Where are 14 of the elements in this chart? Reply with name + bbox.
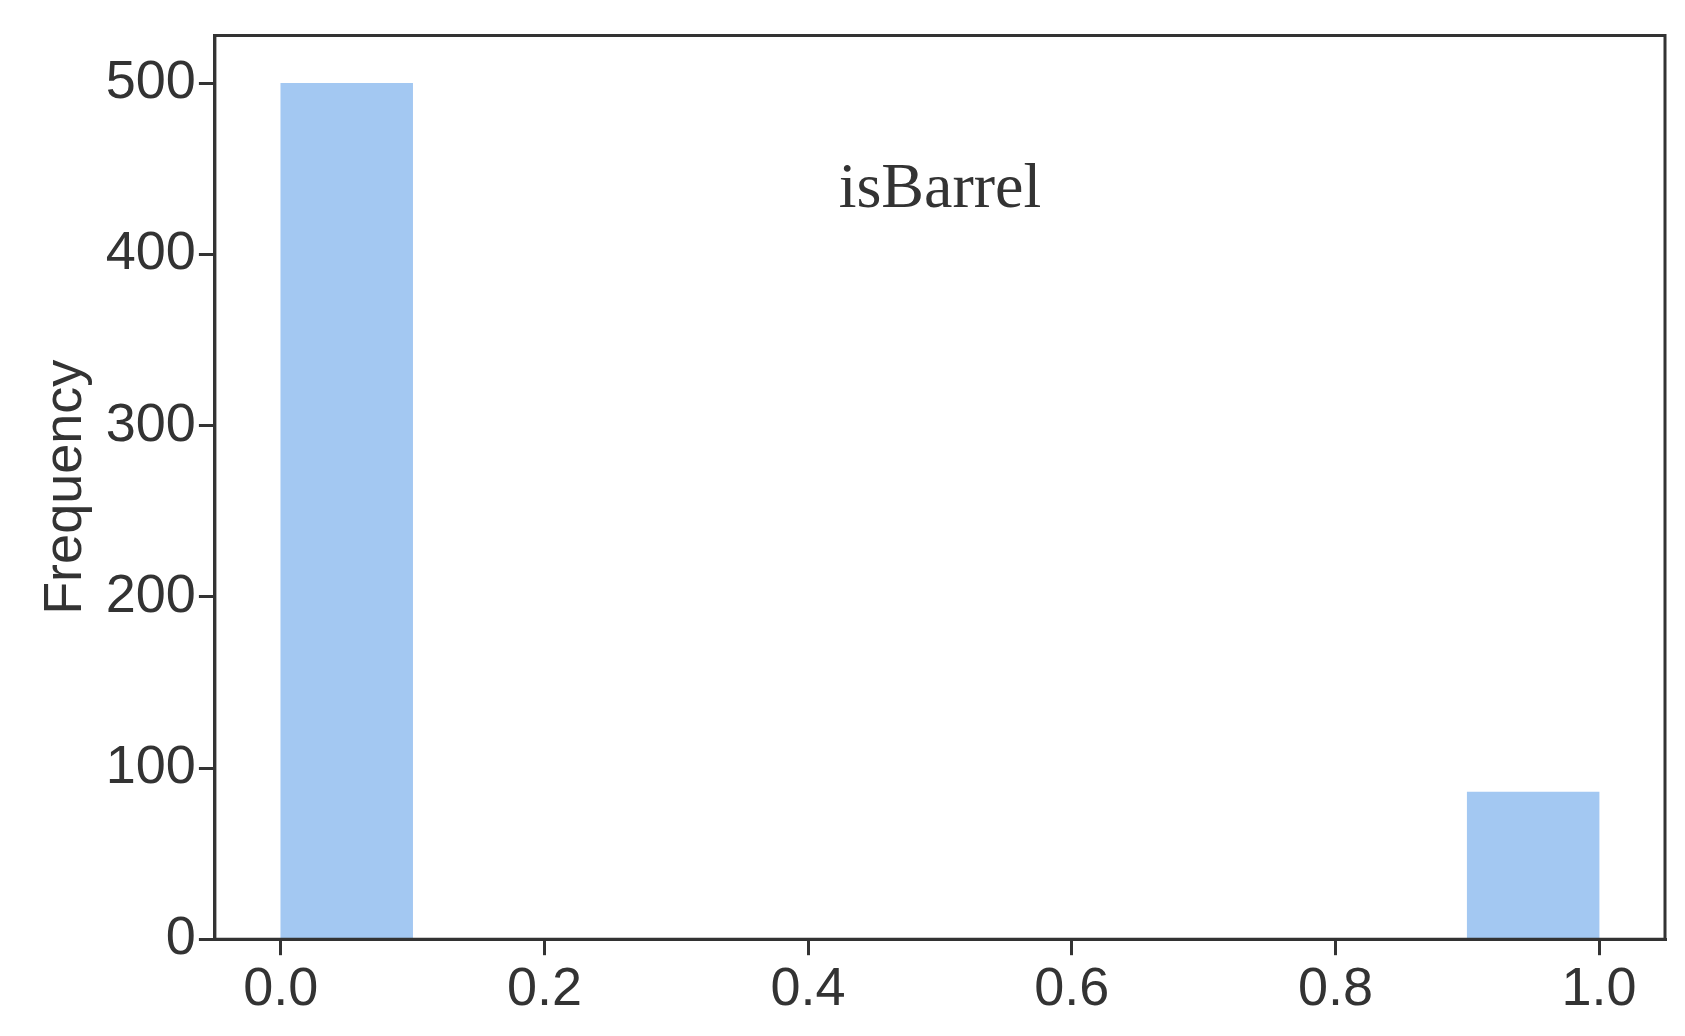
y-tick-label: 0 [165, 905, 196, 966]
y-tick-label: 400 [105, 220, 196, 281]
x-tick-label: 0.8 [1297, 956, 1373, 1017]
x-tick-label: 0.4 [770, 956, 846, 1017]
y-axis-title: Frequency [32, 359, 93, 615]
y-tick-label: 100 [105, 733, 196, 794]
y-tick-label: 300 [105, 391, 196, 452]
y-tick-label: 500 [105, 49, 196, 110]
x-tick-label: 0.0 [243, 956, 319, 1017]
x-tick-label: 0.2 [506, 956, 582, 1017]
x-tick-label: 0.6 [1034, 956, 1110, 1017]
y-tick-label: 200 [105, 562, 196, 623]
text: isBarrel [838, 150, 1042, 222]
x-tick-label: 1.0 [1561, 956, 1637, 1017]
